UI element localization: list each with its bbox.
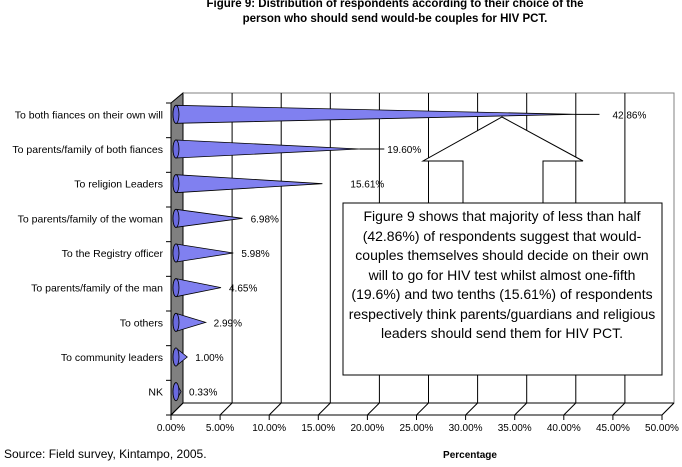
floor-gridline: [661, 402, 675, 416]
bar-cone-base: [172, 312, 180, 332]
x-axis-label: Percentage: [443, 450, 497, 461]
category-label: To both fiances on their own will: [15, 109, 163, 121]
data-label: 5.98%: [241, 249, 269, 260]
floor-gridline: [612, 402, 626, 416]
data-label: 19.60%: [387, 145, 421, 156]
bar-cone-base: [172, 139, 180, 159]
x-tick-label: 10.00%: [252, 423, 286, 434]
bar-cone: [172, 139, 360, 159]
category-label: To parents/family of both fiances: [12, 144, 163, 156]
x-tick-label: 20.00%: [350, 423, 384, 434]
bar-cone-base: [172, 382, 180, 402]
category-label: To religion Leaders: [74, 179, 163, 191]
callout-text: Figure 9 shows that majority of less tha…: [348, 208, 656, 341]
x-tick-label: 0.00%: [157, 423, 185, 434]
category-label: To others: [120, 317, 163, 329]
data-label: 1.00%: [195, 353, 223, 364]
floor-gridline: [416, 402, 429, 416]
bar-cone-base: [172, 174, 180, 194]
data-label: 42.86%: [612, 110, 646, 121]
x-tick-label: 50.00%: [645, 423, 679, 434]
x-tick-label: 45.00%: [596, 423, 630, 434]
bar-cone-base: [172, 278, 180, 298]
bar-cone: [172, 174, 323, 194]
x-tick-label: 15.00%: [301, 423, 335, 434]
category-label: To parents/family of the man: [31, 283, 163, 295]
x-tick-label: 30.00%: [449, 423, 483, 434]
floor-gridline: [563, 402, 577, 416]
bar-cone: [172, 278, 222, 298]
callout-box: [342, 202, 663, 376]
category-label: NK: [148, 387, 163, 399]
floor-gridline: [170, 402, 184, 416]
back-wall-border: [183, 92, 675, 403]
chart-title: Figure 9: Distribution of respondents ac…: [206, 0, 584, 25]
floor-gridline: [465, 402, 478, 416]
x-tick-label: 25.00%: [400, 423, 434, 434]
bar-cone-base: [172, 347, 180, 367]
data-label: 0.33%: [189, 388, 217, 399]
bar-cone-base: [172, 243, 180, 263]
data-label: 4.65%: [229, 284, 257, 295]
data-label: 2.99%: [214, 318, 242, 329]
floor-gridline: [514, 402, 528, 416]
floor-gridline: [367, 402, 380, 416]
callout-arrow: [421, 116, 584, 204]
x-tick-label: 5.00%: [206, 423, 234, 434]
category-label: To parents/family of the woman: [18, 213, 163, 225]
source-note: Source: Field survey, Kintampo, 2005.: [4, 447, 207, 461]
data-label: 6.98%: [251, 214, 279, 225]
category-label: To community leaders: [61, 352, 163, 364]
bar-cone-base: [172, 208, 180, 228]
category-label: To the Registry officer: [62, 248, 164, 260]
x-tick-label: 40.00%: [547, 423, 581, 434]
data-label: 15.61%: [350, 180, 384, 191]
bar-cone: [172, 243, 234, 263]
floor-gridline: [219, 402, 233, 416]
x-tick-label: 35.00%: [498, 423, 532, 434]
bar-cone: [172, 104, 575, 124]
bar-cone-base: [172, 104, 180, 124]
floor-gridline: [268, 402, 282, 416]
floor-gridline: [317, 402, 331, 416]
